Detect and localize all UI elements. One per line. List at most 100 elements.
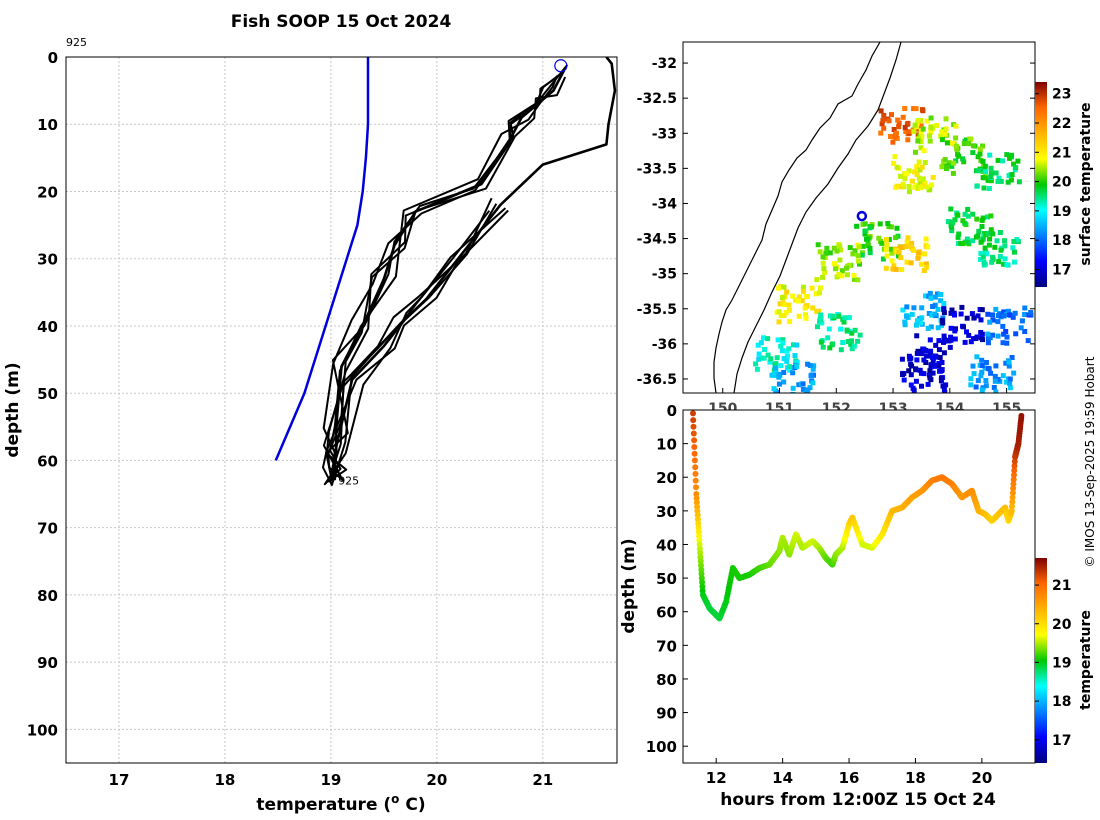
temperature-colorbar-tick-label: 19 — [1052, 655, 1071, 671]
sst-pixel — [899, 356, 905, 362]
sst-pixel — [982, 163, 988, 169]
sst-pixel — [985, 340, 991, 346]
sst-pixel — [931, 362, 937, 368]
sst-pixel — [830, 341, 836, 347]
sst-pixel — [949, 307, 955, 313]
sst-pixel — [820, 260, 826, 266]
sst-pixel — [904, 313, 909, 319]
sst-pixel — [992, 378, 998, 384]
track-point — [693, 484, 699, 491]
sst-pixel — [927, 138, 933, 144]
sst-pixel — [995, 333, 1001, 339]
map-ytick-label: -32.5 — [637, 91, 677, 107]
sst-pixel — [852, 248, 858, 254]
sst-pixel — [800, 395, 805, 400]
sst-pixel — [1004, 152, 1010, 158]
sst-pixel — [859, 252, 865, 258]
sst-pixel — [865, 240, 871, 246]
sst-pixel — [762, 347, 767, 352]
sst-pixel — [970, 363, 976, 369]
sst-pixel — [890, 266, 896, 272]
sst-pixel — [902, 124, 908, 130]
sst-pixel — [979, 357, 985, 363]
depth-time-xtick-label: 20 — [971, 769, 992, 787]
sst-pixel — [841, 319, 847, 325]
sst-pixel — [1012, 310, 1018, 316]
sst-pixel — [916, 159, 922, 165]
sst-pixel — [886, 118, 892, 124]
depth-time-xtick-label: 18 — [905, 769, 926, 787]
sst-pixel — [934, 123, 940, 128]
map-ytick-label: -36.5 — [637, 372, 677, 388]
sst-pixel — [906, 184, 912, 189]
sst-pixel — [936, 338, 942, 344]
sst-pixel — [977, 146, 983, 152]
sst-pixel — [913, 149, 918, 155]
sst-pixel — [892, 134, 898, 140]
sst-pixel — [949, 163, 955, 169]
sst-pixel — [1011, 239, 1017, 244]
sst-pixel — [927, 290, 933, 296]
profile-ticks: 17 18 19 20 21 0 10 20 30 40 50 60 70 80 90 100 — [27, 49, 554, 789]
sst-pixel — [1009, 172, 1015, 178]
track-point — [691, 457, 698, 464]
sst-pixel — [948, 325, 954, 331]
sst-pixel — [900, 114, 906, 120]
sst-pixel — [983, 383, 989, 389]
sst-pixel — [988, 178, 994, 184]
sst-pixel — [1005, 179, 1011, 185]
sst-pixel — [1002, 256, 1008, 262]
sst-pixel — [778, 313, 784, 318]
sst-pixel — [883, 247, 889, 253]
sst-pixel — [985, 331, 991, 337]
sst-pixel — [857, 332, 863, 338]
sst-pixel — [988, 227, 994, 233]
sst-pixel — [825, 335, 831, 341]
sst-pixel — [988, 370, 994, 376]
sst-pixel — [772, 365, 778, 371]
sst-pixel — [1000, 340, 1006, 346]
sst-pixel — [966, 141, 972, 147]
sst-pixel — [990, 254, 996, 260]
sst-pixel — [796, 313, 802, 319]
sst-pixel — [862, 221, 868, 227]
sst-pixel — [880, 256, 886, 262]
sst-pixel — [924, 118, 930, 124]
sst-pixel — [961, 141, 967, 146]
sst-pixel — [932, 294, 938, 300]
sst-pixel — [971, 315, 977, 321]
depth-time-ytick-label: 20 — [656, 469, 677, 487]
sst-pixel — [966, 240, 972, 245]
sst-pixel — [1002, 238, 1007, 244]
sst-pixel — [1003, 360, 1009, 366]
profile-line-climatology — [274, 57, 370, 461]
sst-pixel — [926, 372, 932, 378]
sst-pixel — [790, 385, 796, 391]
sst-pixel — [886, 224, 892, 229]
depth-time-ytick-label: 100 — [646, 738, 677, 756]
sst-pixel — [896, 249, 902, 255]
sst-pixel — [852, 327, 858, 333]
profile-annotation-bottom: 925 — [338, 475, 359, 488]
sst-pixel — [986, 186, 992, 191]
depth-time-ytick-label: 10 — [656, 436, 677, 454]
sst-pixel — [765, 336, 771, 342]
sst-pixel — [928, 124, 934, 130]
profile-surface-marker — [554, 59, 568, 73]
sst-pixel — [818, 315, 824, 321]
sst-pixel — [898, 173, 904, 179]
sst-pixel — [1001, 261, 1007, 267]
sst-pixel — [932, 302, 938, 308]
sst-pixel — [970, 238, 976, 244]
profile-ytick-label: 30 — [37, 251, 58, 269]
sst-pixel — [761, 335, 766, 341]
sst-pixel — [914, 172, 920, 178]
sst-pixel — [978, 330, 984, 335]
sst-pixel — [894, 164, 900, 170]
sst-pixel — [1028, 310, 1034, 315]
depth-time-xtick-label: 16 — [839, 769, 860, 787]
sst-pixel — [928, 115, 934, 121]
sst-pixel — [768, 356, 774, 362]
sst-pixel — [919, 351, 925, 357]
sst-pixel — [976, 228, 982, 234]
